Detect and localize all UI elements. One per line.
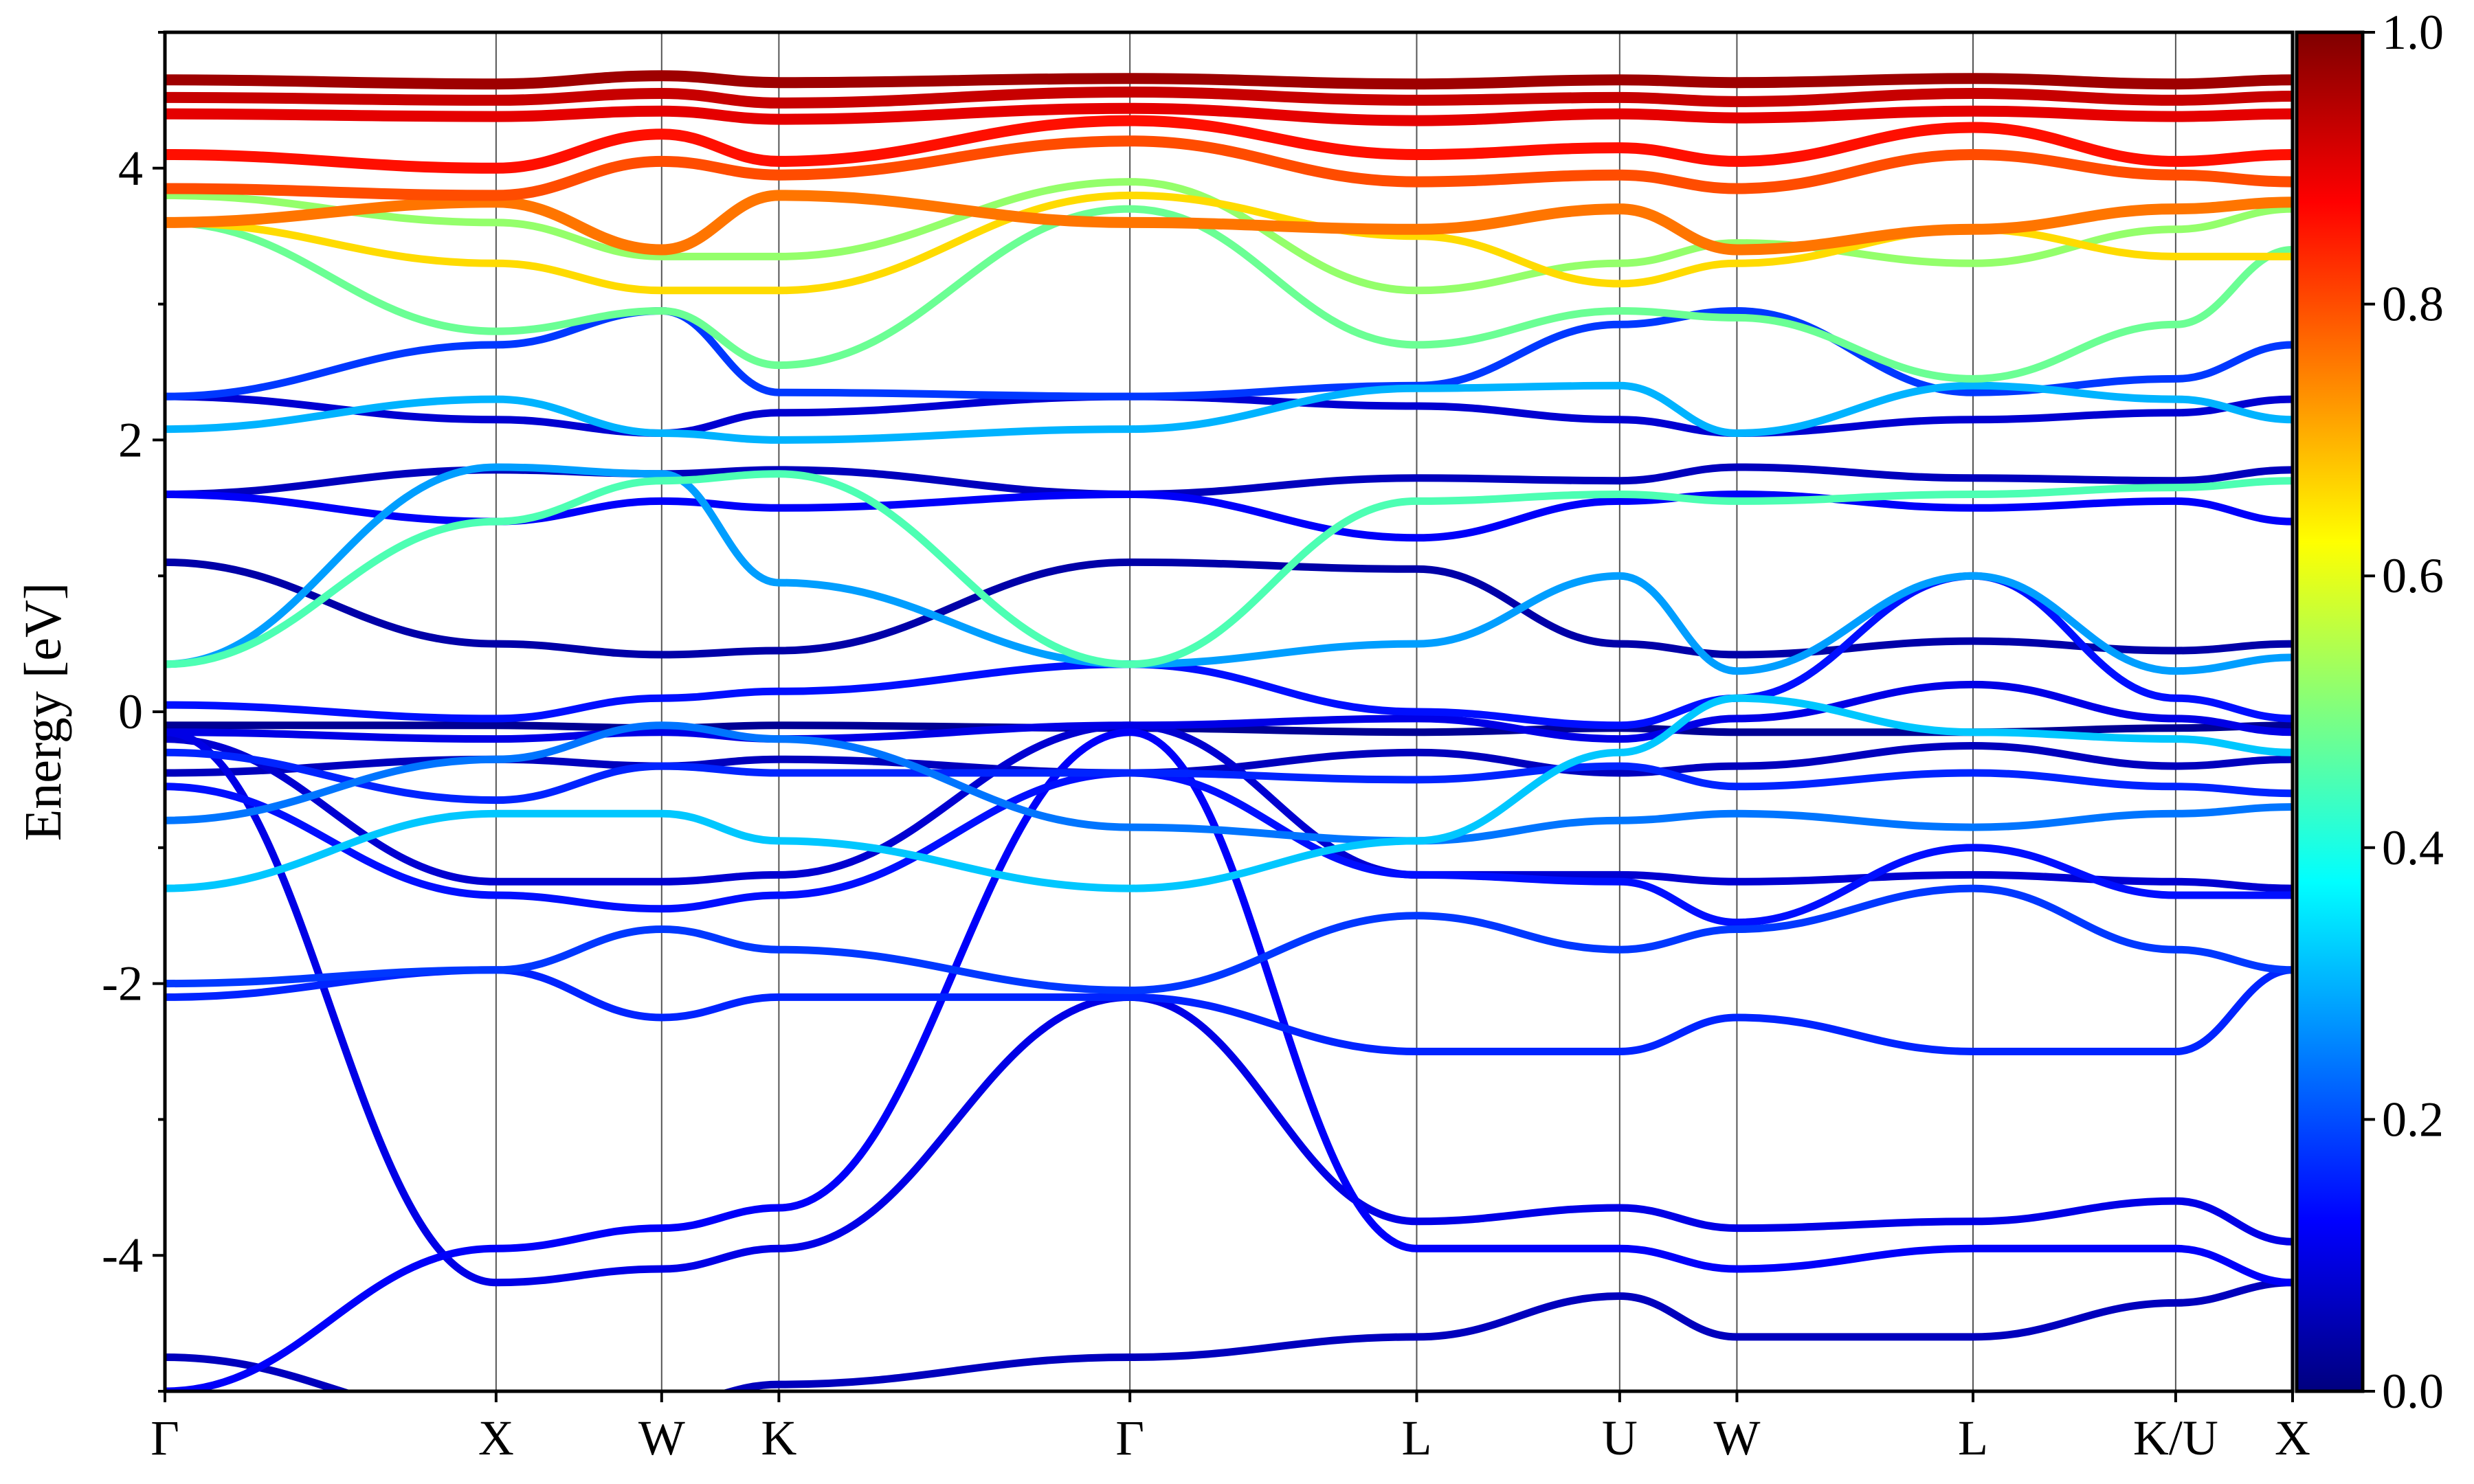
band-line [165, 966, 2293, 1056]
band-line [165, 742, 2293, 777]
colorbar-tick-label: 1.0 [2382, 5, 2444, 60]
y-tick-label: 4 [118, 141, 143, 196]
band-line [165, 381, 2293, 444]
y-tick-label: 2 [118, 412, 143, 467]
band-line [165, 728, 2293, 1391]
x-tick-label: Γ [151, 1410, 179, 1465]
band-line [165, 115, 2293, 174]
x-tick-label: L [1401, 1410, 1431, 1465]
band-line [165, 392, 2293, 437]
band-line [165, 721, 2293, 845]
colorbar-tick-label: 0.6 [2382, 548, 2444, 603]
y-axis-ticks: -4 -2 0 2 4 [102, 31, 165, 1393]
band-line [165, 558, 2293, 659]
band-line [165, 728, 2293, 1287]
band-line [165, 884, 2293, 994]
colorbar-gradient [2297, 32, 2363, 1391]
band-line [165, 748, 2293, 805]
band-line [165, 1279, 2293, 1391]
y-tick-label: 0 [118, 684, 143, 739]
band-line [165, 307, 2293, 401]
band-line [165, 135, 2293, 201]
band-line [165, 102, 2293, 126]
colorbar-frame [2295, 30, 2365, 1393]
colorbar-tick-label: 0.0 [2382, 1364, 2444, 1419]
colorbar: 0.0 0.2 0.4 0.6 0.8 1.0 [2295, 5, 2444, 1419]
x-tick-label: K/U [2133, 1410, 2218, 1465]
bands [165, 70, 2293, 1391]
band-line [165, 463, 2293, 675]
y-tick-label: -4 [102, 1228, 143, 1283]
band-line [165, 190, 2293, 256]
band-line [165, 470, 2293, 668]
x-tick-label: L [1958, 1410, 1988, 1465]
plot-area: -4 -2 0 2 4 Γ X W K Γ L U W L K/U X Energy [eV] [14, 30, 2310, 1465]
x-tick-label: X [2275, 1410, 2310, 1465]
x-tick-label: X [478, 1410, 514, 1465]
colorbar-tick-label: 0.2 [2382, 1092, 2444, 1147]
colorbar-tick-label: 0.8 [2382, 277, 2444, 332]
band-line [165, 680, 2293, 743]
colorbar-ticks: 0.0 0.2 0.4 0.6 0.8 1.0 [2363, 5, 2444, 1419]
x-tick-label: W [638, 1410, 685, 1465]
x-tick-label: K [761, 1410, 796, 1465]
colorbar-tick-label: 0.4 [2382, 820, 2444, 875]
x-tick-label: W [1713, 1410, 1760, 1465]
band-line [165, 178, 2293, 295]
x-axis-ticks: Γ X W K Γ L U W L K/U X [151, 1391, 2310, 1465]
band-line [165, 70, 2293, 90]
band-line [165, 205, 2293, 383]
x-tick-label: U [1602, 1410, 1638, 1465]
band-line [165, 87, 2293, 109]
band-line [165, 694, 2293, 892]
x-tick-label: Γ [1115, 1410, 1144, 1465]
y-tick-label: -2 [102, 956, 143, 1011]
y-axis-label: Energy [eV] [14, 583, 72, 841]
band-line [165, 721, 2293, 892]
band-line [165, 491, 2293, 542]
